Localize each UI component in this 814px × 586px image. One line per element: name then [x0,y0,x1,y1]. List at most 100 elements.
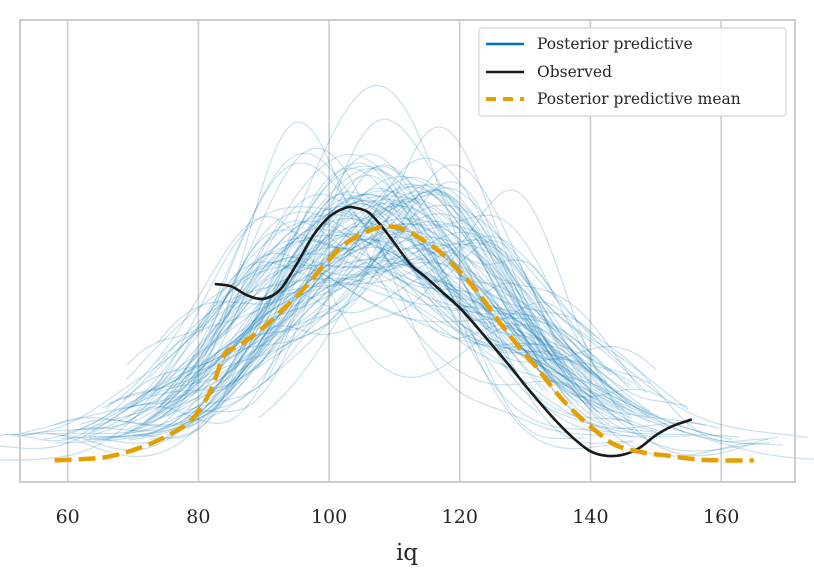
posterior-predictive-draw [0,236,650,450]
x-tick-label-60: 60 [56,506,80,528]
posterior-predictive-draw [190,220,623,398]
posterior-predictive-draw [91,261,576,432]
posterior-predictive-draw [227,225,660,417]
x-tick-label-140: 140 [572,506,608,528]
posterior-predictive-draw [162,193,595,415]
posterior-predictive-draw [123,191,648,434]
posterior-predictive-draw [145,246,630,421]
posterior-predictive-draw [131,237,577,408]
posterior-predictive-draw [206,193,626,409]
posterior-predictive-draw [167,243,814,460]
posterior-predictive-draw [0,220,587,436]
posterior-predictive-draw [176,164,557,418]
posterior-predictive-draw [210,153,539,413]
posterior-predictive-draw [133,189,565,439]
posterior-predictive-draw [88,233,690,438]
posterior-predictive-draw [153,206,586,440]
posterior-predictive-draw [160,183,606,407]
axes-frame [19,19,796,483]
posterior-predictive-draw [149,198,608,440]
posterior-predictive-draw [107,174,658,442]
posterior-predictive-draw [179,176,586,425]
legend-box [478,27,787,117]
posterior-predictive-draw [165,251,663,400]
posterior-predictive-draw [5,193,542,442]
posterior-predictive-draw [156,281,733,441]
posterior-predictive-draw [0,167,634,461]
posterior-predictive-draw [193,191,574,393]
posterior-predictive-draw [82,234,581,438]
observed-line [214,205,693,458]
posterior-predictive-draw [118,162,616,434]
posterior-predictive-draw [16,260,593,438]
posterior-predictive-draw [129,225,549,432]
posterior-predictive-draw [131,223,707,432]
posterior-predictive-draw [140,198,573,405]
posterior-predictive-draw [148,202,503,379]
posterior-predictive-draw [205,239,651,407]
posterior-predictive-draw [140,242,625,426]
x-tick-label-120: 120 [442,506,478,528]
posterior-predictive-draw [229,190,740,438]
posterior-predictive-lines [0,84,814,461]
x-axis-label: iq [396,540,418,566]
posterior-predictive-draw [157,238,577,387]
posterior-predictive-draw [152,167,598,419]
posterior-predictive-draw [220,184,561,370]
posterior-predictive-mean-line [54,224,754,463]
posterior-predictive-draw [165,176,650,437]
posterior-predictive-draw [156,213,615,413]
posterior-predictive-draw [129,258,784,446]
posterior-predictive-draw [143,181,615,426]
posterior-predictive-draw [266,118,621,422]
posterior-predictive-draw [43,277,593,441]
posterior-predictive-draw [258,204,808,439]
posterior-predictive-draw [122,197,633,444]
posterior-predictive-draw [224,217,631,408]
posterior-predictive-mean-curve [54,224,754,463]
posterior-predictive-draw [159,217,566,420]
posterior-predictive-draw [182,247,628,404]
posterior-predictive-draw [159,252,566,407]
posterior-predictive-draw [186,157,658,434]
posterior-predictive-draw [214,183,634,426]
posterior-predictive-draw [219,165,548,384]
posterior-predictive-draw [256,231,689,410]
posterior-predictive-draw [221,186,720,429]
x-tick-label-160: 160 [703,506,739,528]
posterior-predictive-draw [88,235,769,444]
posterior-predictive-draw [126,261,611,419]
legend-label-observed: Observed [537,63,612,81]
posterior-predictive-draw [12,265,654,437]
posterior-predictive-draw [60,187,611,440]
posterior-predictive-draw [79,191,590,427]
posterior-predictive-draw [126,253,598,401]
posterior-predictive-draw [59,229,597,451]
posterior-predictive-draw [276,84,500,343]
posterior-predictive-draw [121,236,633,419]
posterior-predictive-draw [47,239,688,458]
x-tick-labels: 60 80 100 120 140 160 [56,506,740,528]
x-tick-label-100: 100 [311,506,347,528]
posterior-predictive-draw [126,147,598,436]
legend-label-posterior-predictive: Posterior predictive [537,35,693,53]
posterior-predictive-draw [200,152,490,334]
posterior-predictive-draw [83,121,594,431]
posterior-predictive-draw [209,229,551,380]
posterior-predictive-draw [186,126,632,419]
posterior-predictive-draw [55,243,657,444]
posterior-predictive-draw [200,211,568,388]
observed-curve [214,205,693,458]
posterior-predictive-draw [214,162,634,439]
posterior-predictive-draw [108,202,632,422]
posterior-predictive-draw [255,189,779,457]
x-tick-label-80: 80 [186,506,210,528]
posterior-predictive-draw [176,187,648,432]
posterior-predictive-draw [142,164,770,452]
posterior-predictive-draw [82,213,685,441]
posterior-predictive-draw [91,257,720,438]
posterior-predictive-draw [126,203,559,430]
legend: Posterior predictive Observed Posterior … [478,27,787,117]
posterior-predictive-draw [105,216,603,410]
